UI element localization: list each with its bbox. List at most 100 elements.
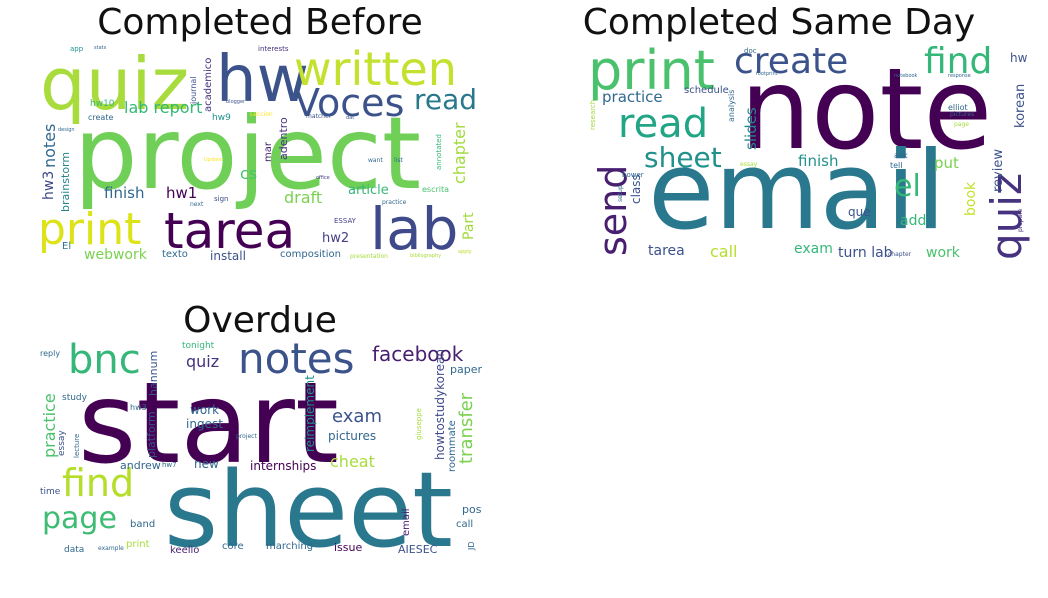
cloud-word: finish [798,152,839,170]
cloud-word: finish [104,184,145,202]
cloud-word: time [40,487,61,497]
cloud-word: dat [346,115,355,121]
cloud-word: quiz [40,44,190,126]
cloud-word: core [222,541,244,552]
cloud-word: Leccion [250,111,273,118]
cloud-word: response [948,73,971,79]
cloud-word: ask [894,151,908,160]
cloud-word: pictures [950,111,975,118]
panel-completed-same-day: Completed Same Day note email print crea… [520,0,1048,290]
panel-title: Completed Same Day [582,2,976,43]
cloud-word: escrita [422,185,450,194]
cloud-word: Update [204,157,223,163]
cloud-word: work [926,245,960,261]
cloud-word: hw3 [41,170,57,200]
cloud-word: texto [162,249,188,260]
cloud-word: email [648,129,946,254]
cloud-word: quiz [186,352,220,371]
cloud-word: bower [622,171,644,179]
cloud-word: post [462,503,482,516]
cloud-word: reimplement [303,375,317,452]
cloud-word: list [394,157,403,164]
cloud-word: tell [890,161,903,170]
cloud-word: korean [1013,83,1028,128]
cloud-word: notes [238,340,355,383]
cloud-word: design [58,127,75,133]
cloud-word: start [78,359,339,489]
cloud-word: hw [1010,51,1028,65]
cloud-word: add [900,213,927,229]
cloud-word: written [294,44,457,96]
cloud-word: exam [794,241,833,257]
cloud-word: lab [370,195,459,263]
cloud-word: work [190,403,220,417]
panel-title: Completed Before [97,2,423,43]
cloud-word: bnc [68,340,141,383]
cloud-word: JD [467,541,476,550]
cloud-word: elliot [948,103,968,112]
panel-overdue: Overdue start sheet bnc notes facebook q… [0,296,520,598]
cloud-word: academico [203,57,214,112]
cloud-word: book [963,181,979,216]
cloud-word: doc [744,47,757,55]
cloud-word: page [42,501,117,536]
cloud-word: journal [189,76,198,104]
cloud-word: stats [94,45,107,51]
cloud-word: find [62,461,135,505]
cloud-word: El [62,241,72,252]
cloud-word: platform [145,411,158,458]
cloud-word: hw1 [166,184,198,202]
cloud-word: tarea [648,243,685,259]
word-cloud: project quiz hw written Voces read lab t… [38,44,482,266]
cloud-word: draft [284,188,323,207]
cloud-word: call [710,242,738,261]
word-cloud: start sheet bnc notes facebook quiz find… [38,340,482,562]
cloud-word: mar [263,142,274,162]
cloud-word: cheat [330,452,375,471]
panel-completed-before: Completed Before project quiz hw written… [0,0,520,290]
cloud-word: email [401,508,412,536]
cloud-word: setup [617,185,624,202]
cloud-word: adentro [277,117,290,160]
cloud-word: paper [450,363,482,376]
cloud-word: cs [240,164,258,183]
cloud-word: prepare [1017,208,1024,232]
cloud-word: study [62,393,87,403]
cloud-word: data [64,545,85,555]
cloud-word: internships [250,459,317,473]
cloud-word: review [991,149,1006,192]
cloud-word: facebook [372,342,464,366]
cloud-word: hw9 [212,113,231,123]
cloud-word: blogger [226,99,246,105]
cloud-word: article [348,183,389,198]
cloud-word: lecture [73,433,81,458]
cloud-word: notebook [894,73,918,79]
cloud-word: matcher [306,113,332,120]
cloud-word: chapter [888,251,912,258]
cloud-word: example [98,545,124,552]
cloud-word: keelio [170,545,200,556]
cloud-word: essay [57,430,67,456]
cloud-word: exam [332,406,382,427]
cloud-word: print [38,204,142,255]
cloud-word: install [210,249,246,263]
cloud-word: project [236,433,257,440]
cloud-word: schedule [684,85,729,96]
cloud-word: chapter [450,122,469,184]
cloud-word: hw2 [322,231,350,246]
cloud-word: read [414,83,478,116]
cloud-word: note [740,45,993,175]
cloud-word: practice [602,88,663,106]
cloud-word: interests [258,45,289,53]
cloud-word: read [618,101,709,147]
cloud-word: brainstorm [59,151,72,212]
cloud-word: sheet [164,449,453,562]
panel-title: Overdue [183,300,337,341]
cloud-word: composition [280,249,341,260]
cloud-word: print [126,539,150,550]
cloud-word: que [848,205,871,219]
cloud-word: reply [40,349,61,358]
cloud-word: footprint [756,71,778,77]
cloud-word: tarea [164,202,296,260]
cloud-word: howtostudykorean [433,349,447,460]
